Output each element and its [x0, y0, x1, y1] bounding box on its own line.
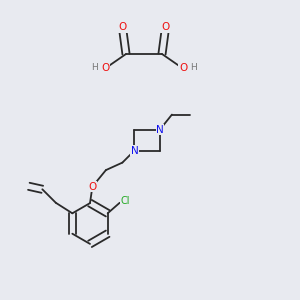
Text: H: H — [190, 63, 197, 72]
Text: Cl: Cl — [120, 196, 130, 206]
Text: N: N — [156, 124, 164, 135]
Text: O: O — [101, 62, 109, 73]
Text: N: N — [130, 146, 138, 156]
Text: O: O — [119, 22, 127, 32]
Text: O: O — [88, 182, 97, 192]
Text: O: O — [161, 22, 169, 32]
Text: O: O — [179, 62, 187, 73]
Text: H: H — [91, 63, 98, 72]
